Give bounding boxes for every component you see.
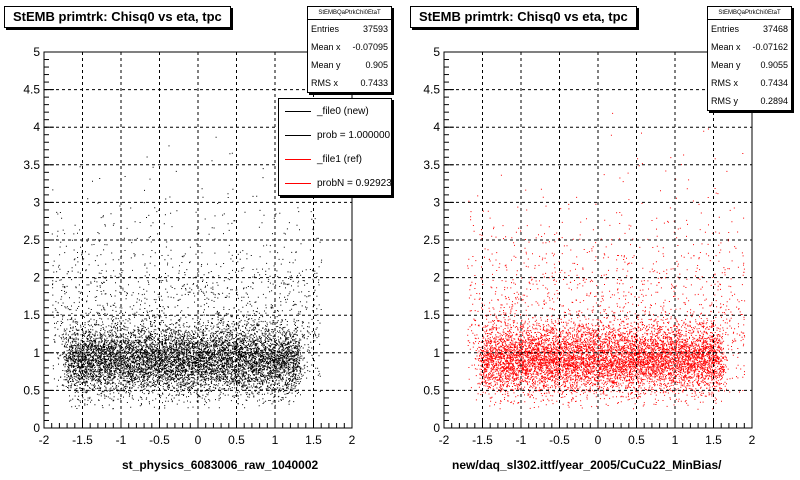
stats-row-rms-x: RMS x 0.7434: [708, 74, 791, 92]
legend-item-file1: _file1 (ref): [279, 147, 391, 171]
stats-box-left: StEMBQaPtrkChi0EtaT Entries 37593 Mean x…: [307, 6, 392, 93]
stats-row-entries: Entries 37593: [308, 20, 391, 38]
y-tick-label: 2.5: [423, 233, 440, 247]
stats-label: RMS y: [711, 96, 738, 106]
legend-line-red: [285, 158, 311, 160]
stats-row-rms-y: RMS y 0.2894: [708, 92, 791, 110]
y-tick-label: 0: [433, 421, 440, 435]
y-tick-label: 0.5: [423, 383, 440, 397]
grid-lines: [443, 51, 753, 429]
stats-label: Entries: [711, 24, 740, 34]
legend-line-red: [285, 182, 311, 184]
x-tick-label: 0: [595, 433, 602, 447]
x-tick-label: -1.5: [472, 433, 493, 447]
stats-value: 37468: [762, 24, 788, 34]
legend-label: _file1 (ref): [317, 153, 363, 165]
y-tick-label: 3.5: [23, 158, 40, 172]
x-tick-label: -1: [116, 433, 127, 447]
y-tick-label: 1: [433, 346, 440, 360]
y-tick-label: 1.5: [23, 308, 40, 322]
x-tick-label: 0: [195, 433, 202, 447]
stats-value: 0.7434: [760, 78, 788, 88]
x-tick-label: -1.5: [72, 433, 93, 447]
legend-box: _file0 (new) prob = 1.000000 _file1 (ref…: [278, 98, 392, 196]
stats-value: 0.9055: [760, 60, 788, 70]
stats-name-right: StEMBQaPtrkChi0EtaT: [708, 7, 791, 20]
x-tick-label: 0.5: [228, 433, 245, 447]
legend-item-file0: _file0 (new): [279, 99, 391, 123]
x-axis-label-left: st_physics_6083006_raw_1040002: [122, 458, 319, 472]
x-tick-label: 0.5: [628, 433, 645, 447]
stats-label: Mean x: [311, 42, 341, 52]
y-tick-label: 4.5: [423, 83, 440, 97]
plot-title-left: StEMB primtrk: Chisq0 vs eta, tpc: [4, 6, 231, 28]
y-tick-label: 3.5: [423, 158, 440, 172]
x-tick-label: 2: [349, 433, 356, 447]
stats-value: -0.07095: [352, 42, 388, 52]
x-tick-label: -2: [439, 433, 450, 447]
legend-label: prob = 1.000000: [317, 129, 391, 141]
stats-label: Entries: [311, 24, 340, 34]
grid-lines: [43, 51, 353, 429]
y-tick-label: 0: [33, 421, 40, 435]
stats-value: -0.07162: [752, 42, 788, 52]
stats-label: Mean y: [711, 60, 741, 70]
scatter-plot-right: -2 -1.5 -1 -0.5 0 0.5 1 1.5 2 0 0.5 1 1.5 2 2.5 3 3.5 4 4.…: [423, 45, 756, 447]
y-tick-label: 4.5: [23, 83, 40, 97]
y-tick-label: 3: [433, 195, 440, 209]
stats-value: 0.2894: [760, 96, 788, 106]
x-tick-label: 2: [749, 433, 756, 447]
stats-value: 37593: [362, 24, 388, 34]
legend-line-black: [285, 134, 311, 136]
y-tick-label: 4: [33, 120, 40, 134]
scatter-marks: [467, 112, 746, 410]
x-tick-label: 1: [272, 433, 279, 447]
y-tick-label: 0.5: [23, 383, 40, 397]
y-tick-label: 3: [33, 195, 40, 209]
x-axis-label-right: new/daq_sl302.ittf/year_2005/CuCu22_MinB…: [452, 458, 722, 472]
x-tick-label: 1: [672, 433, 679, 447]
right-plot-panel: -2 -1.5 -1 -0.5 0 0.5 1 1.5 2 0 0.5 1 1.5 2 2.5 3 3.5 4 4.…: [400, 0, 800, 480]
stats-row-mean-y: Mean y 0.9055: [708, 56, 791, 74]
legend-line-black: [285, 110, 311, 112]
y-tick-label: 2: [33, 271, 40, 285]
stats-label: Mean x: [711, 42, 741, 52]
y-tick-label: 5: [33, 45, 40, 59]
stats-label: Mean y: [311, 60, 341, 70]
y-tick-label: 4: [433, 120, 440, 134]
stats-row-entries: Entries 37468: [708, 20, 791, 38]
stats-row-mean-y: Mean y 0.905: [308, 56, 391, 74]
y-tick-label: 1.5: [423, 308, 440, 322]
legend-item-probn: probN = 0.929230: [279, 171, 391, 195]
x-tick-label: -0.5: [549, 433, 570, 447]
scatter-points-ref: [467, 112, 746, 410]
left-plot-panel: -2 -1.5 -1 -0.5 0 0.5 1 1.5 2 0 0.5 1 1.5 2 2.5 3 3.5 4 4.…: [4, 6, 392, 472]
stats-value: 0.7433: [360, 78, 388, 88]
x-tick-label: -2: [39, 433, 50, 447]
x-tick-label: 1.5: [305, 433, 322, 447]
stats-label: RMS x: [711, 78, 738, 88]
stats-row-mean-x: Mean x -0.07162: [708, 38, 791, 56]
scatter-points-new: [51, 136, 323, 410]
scatter-marks: [51, 136, 323, 410]
legend-label: _file0 (new): [317, 105, 369, 117]
stats-row-rms-x: RMS x 0.7433: [308, 74, 391, 92]
y-tick-label: 2.5: [23, 233, 40, 247]
y-tick-label: 5: [433, 45, 440, 59]
legend-label: probN = 0.929230: [317, 177, 392, 189]
y-tick-label: 2: [433, 271, 440, 285]
stats-row-mean-x: Mean x -0.07095: [308, 38, 391, 56]
stats-box-right: StEMBQaPtrkChi0EtaT Entries 37468 Mean x…: [707, 6, 792, 111]
plot-title-right: StEMB primtrk: Chisq0 vs eta, tpc: [410, 6, 637, 28]
stats-name-left: StEMBQaPtrkChi0EtaT: [308, 7, 391, 20]
x-tick-label: -1: [516, 433, 527, 447]
legend-item-prob: prob = 1.000000: [279, 123, 391, 147]
y-tick-label: 1: [33, 346, 40, 360]
x-tick-label: -0.5: [149, 433, 170, 447]
stats-label: RMS x: [311, 78, 338, 88]
stats-value: 0.905: [365, 60, 388, 70]
x-tick-label: 1.5: [705, 433, 722, 447]
